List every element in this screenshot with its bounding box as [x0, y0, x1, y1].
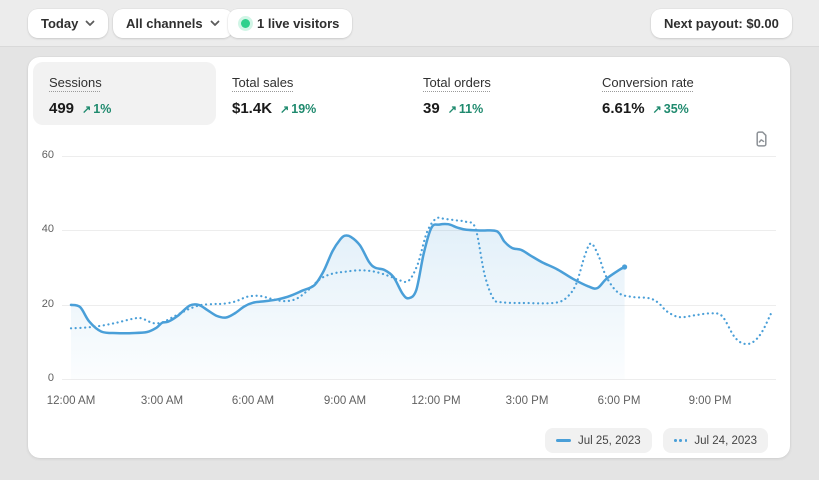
metric-delta: ↗ 35% — [653, 102, 689, 116]
metric-value-row: 499 ↗ 1% — [49, 100, 216, 117]
channel-filter-button[interactable]: All channels — [113, 9, 233, 38]
y-tick-20: 20 — [41, 298, 54, 310]
metric-value: $1.4K — [232, 100, 273, 117]
chevron-down-icon — [85, 20, 95, 26]
legend-item-jul-25[interactable]: Jul 25, 2023 — [545, 428, 652, 453]
y-tick-40: 40 — [41, 223, 54, 235]
metric-delta: ↗ 19% — [280, 102, 316, 116]
x-tick-3pm: 3:00 PM — [505, 395, 549, 407]
y-tick-0: 0 — [47, 372, 54, 384]
metric-value: 39 — [423, 100, 440, 117]
metric-tab-total-sales[interactable]: Total sales $1.4K ↗ 19% — [232, 74, 316, 117]
gridline-0 — [62, 379, 776, 380]
report-document-icon — [755, 131, 767, 147]
analytics-card: Sessions 499 ↗ 1% Total sales $1.4K ↗ 19… — [28, 57, 790, 458]
metric-delta: ↗ 11% — [448, 102, 484, 116]
metric-delta-pct: 19% — [291, 102, 317, 116]
next-payout-label: Next payout: $0.00 — [664, 16, 779, 31]
metric-tab-total-orders[interactable]: Total orders 39 ↗ 11% — [423, 74, 491, 117]
metric-value-row: 6.61% ↗ 35% — [602, 100, 694, 117]
live-visitors-label: 1 live visitors — [257, 16, 340, 31]
next-payout-button[interactable]: Next payout: $0.00 — [651, 9, 792, 38]
x-tick-3am: 3:00 AM — [140, 395, 184, 407]
x-tick-6am: 6:00 AM — [231, 395, 275, 407]
chevron-down-icon — [210, 20, 219, 26]
metric-delta-pct: 35% — [663, 102, 689, 116]
trend-up-arrow-icon: ↗ — [280, 104, 290, 116]
trend-up-arrow-icon: ↗ — [82, 104, 92, 116]
x-tick-9pm: 9:00 PM — [688, 395, 732, 407]
metric-value: 499 — [49, 100, 75, 117]
solid-line-swatch-icon — [556, 439, 571, 442]
metric-label: Total sales — [232, 75, 294, 90]
trend-up-arrow-icon: ↗ — [652, 104, 662, 116]
metric-delta-pct: 11% — [458, 102, 484, 116]
legend-label: Jul 24, 2023 — [694, 434, 758, 447]
x-tick-6pm: 6:00 PM — [597, 395, 641, 407]
metric-label: Total orders — [423, 75, 491, 90]
gridline-60 — [62, 156, 776, 157]
metric-label: Conversion rate — [602, 75, 694, 90]
trend-up-arrow-icon: ↗ — [447, 104, 457, 116]
metric-value-row: $1.4K ↗ 19% — [232, 100, 316, 117]
metric-value-row: 39 ↗ 11% — [423, 100, 491, 117]
metric-tab-sessions[interactable]: Sessions 499 ↗ 1% — [33, 62, 216, 125]
metric-delta-pct: 1% — [93, 102, 112, 116]
y-tick-60: 60 — [41, 149, 54, 161]
channel-filter-label: All channels — [126, 16, 203, 31]
metric-delta: ↗ 1% — [82, 102, 111, 116]
metric-label: Sessions — [49, 75, 102, 90]
dotted-line-swatch-icon — [674, 439, 688, 442]
chart-plot-area[interactable] — [62, 153, 776, 380]
live-visitors-badge[interactable]: 1 live visitors — [228, 9, 353, 38]
x-tick-12pm: 12:00 PM — [411, 395, 461, 407]
x-tick-9am: 9:00 AM — [323, 395, 367, 407]
metric-tab-conversion-rate[interactable]: Conversion rate 6.61% ↗ 35% — [602, 74, 694, 117]
x-tick-12am: 12:00 AM — [46, 395, 96, 407]
live-dot-icon — [241, 19, 250, 28]
view-report-button[interactable] — [750, 128, 772, 150]
legend-label: Jul 25, 2023 — [578, 434, 641, 447]
top-toolbar: Today All channels 1 live visitors Next … — [0, 0, 819, 47]
date-filter-label: Today — [41, 16, 79, 31]
legend-item-jul-24[interactable]: Jul 24, 2023 — [663, 428, 769, 453]
date-filter-button[interactable]: Today — [28, 9, 109, 38]
metric-value: 6.61% — [602, 100, 645, 117]
